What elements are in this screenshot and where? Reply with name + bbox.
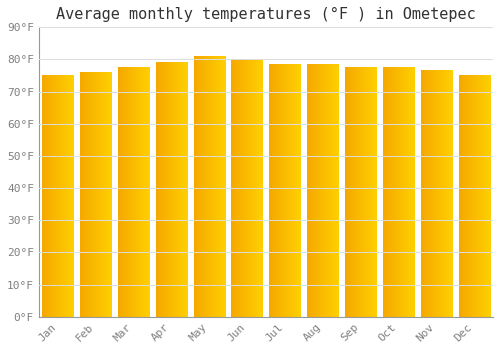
Title: Average monthly temperatures (°F ) in Ometepec: Average monthly temperatures (°F ) in Om… bbox=[56, 7, 476, 22]
